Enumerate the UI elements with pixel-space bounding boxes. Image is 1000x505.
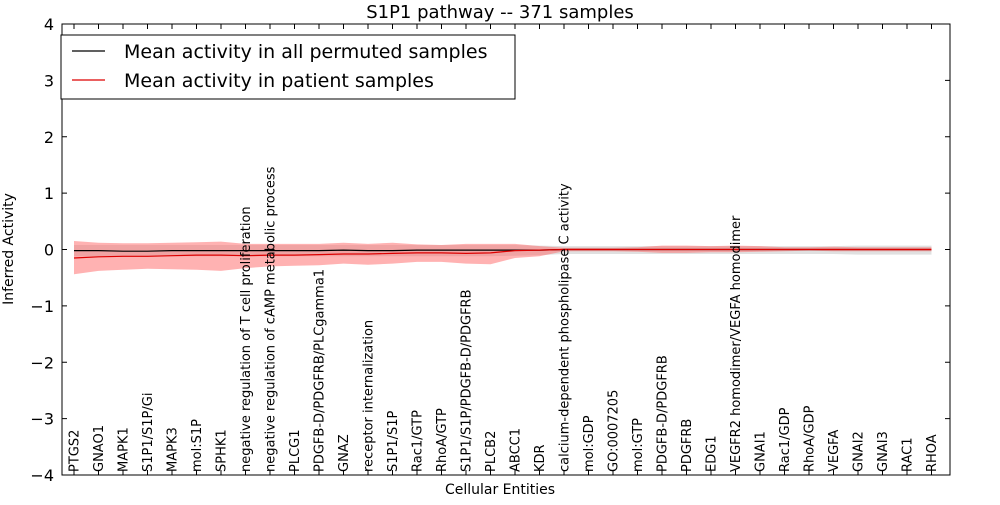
x-tick-label: ABCC1	[509, 428, 524, 472]
x-tick-label: GNAI1	[754, 431, 769, 472]
x-tick-label: PDGFB-D/PDGFRB/PLCgamma1	[313, 269, 328, 472]
x-tick-label: MAPK1	[117, 427, 132, 472]
x-tick-label: RhoA/GTP	[435, 408, 450, 472]
y-axis-label: Inferred Activity	[1, 193, 17, 305]
x-tick-label: VEGFR2 homodimer/VEGFA homodimer	[729, 215, 744, 472]
y-tick-label: 4	[44, 15, 54, 34]
x-tick-label: negative regulation of cAMP metabolic pr…	[264, 166, 279, 472]
chart-title: S1P1 pathway -- 371 samples	[366, 2, 634, 23]
x-tick-label: PDGFB-D/PDGFRB	[656, 355, 671, 472]
x-axis-label: Cellular Entities	[445, 482, 555, 498]
x-tick-label: S1P1/S1P/Gi	[141, 393, 156, 472]
x-tick-label: VEGFA	[827, 430, 842, 472]
x-tick-label: Rac1/GTP	[411, 410, 426, 472]
x-tick-label: RHOA	[925, 434, 940, 472]
y-tick-label: 3	[44, 71, 54, 90]
y-tick-label: −2	[30, 353, 54, 372]
x-tick-label: SPHK1	[215, 429, 230, 472]
x-tick-label: PLCB2	[484, 431, 499, 472]
x-tick-label: GNAO1	[92, 425, 107, 472]
x-tick-label: negative regulation of T cell proliferat…	[239, 206, 254, 472]
x-tick-label: MAPK3	[166, 427, 181, 472]
x-tick-label: Rac1/GDP	[778, 407, 793, 472]
y-tick-label: −4	[30, 466, 54, 485]
x-tick-label: GNAZ	[337, 434, 352, 472]
x-tick-label: S1P1/S1P	[386, 410, 401, 472]
y-tick-label: −3	[30, 410, 54, 429]
x-tick-label: mol:GDP	[582, 415, 597, 472]
x-tick-label: EDG1	[705, 435, 720, 472]
series-line-1	[73, 248, 932, 259]
plot-frame	[61, 23, 951, 476]
x-tick-label: PDGFRB	[680, 419, 695, 472]
y-tick-label: 1	[44, 184, 54, 203]
y-tick-label: −1	[30, 297, 54, 316]
x-tick-label: S1P1/S1P/PDGFB-D/PDGFRB	[460, 289, 475, 472]
legend: Mean activity in all permuted samples Me…	[60, 34, 516, 100]
x-tick-label: RhoA/GDP	[803, 405, 818, 472]
legend-box	[60, 34, 516, 100]
x-tick-label: KDR	[533, 444, 548, 472]
x-tick-label: receptor internalization	[362, 320, 377, 472]
x-tick-label: PLCG1	[288, 429, 303, 472]
series-lines	[73, 248, 932, 259]
x-tick-label: RAC1	[901, 437, 916, 472]
x-axis-tick-labels: PTGS2 GNAO1 MAPK1 S1P1/S1P/Gi MAPK3 mol:S1P SP…	[68, 24, 940, 475]
y-tick-label: 2	[44, 128, 54, 147]
y-axis-ticks: −4 −3 −2 −1 0 1 2 3 4	[30, 15, 950, 485]
y-tick-label: 0	[44, 241, 54, 260]
legend-label-patient: Mean activity in patient samples	[124, 70, 434, 92]
x-tick-label: calcium-dependent phospholipase C activi…	[558, 183, 573, 472]
x-tick-label: GNAI3	[876, 431, 891, 472]
x-tick-label: GNAI2	[852, 431, 867, 472]
legend-label-permuted: Mean activity in all permuted samples	[124, 41, 487, 63]
x-tick-label: PTGS2	[68, 430, 83, 472]
x-tick-label: GO:0007205	[607, 390, 622, 472]
x-tick-label: mol:S1P	[190, 419, 205, 472]
x-tick-label: mol:GTP	[631, 418, 646, 472]
